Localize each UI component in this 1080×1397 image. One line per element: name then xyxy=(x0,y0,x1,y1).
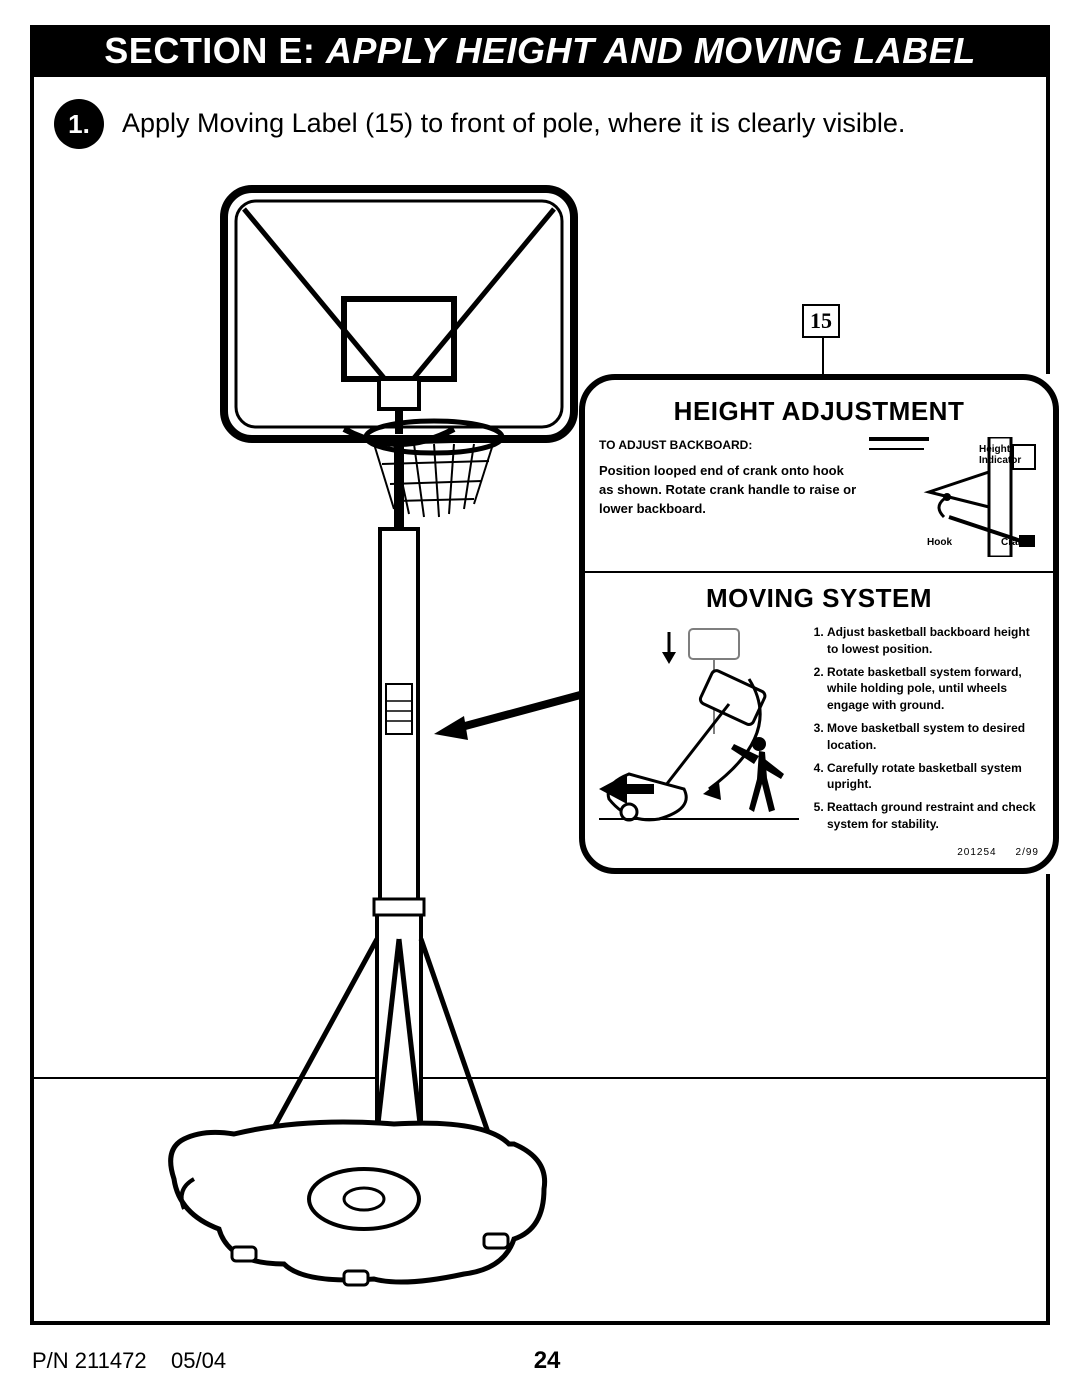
footer-part-number: P/N 211472 05/04 xyxy=(32,1348,226,1374)
section-header: SECTION E: APPLY HEIGHT AND MOVING LABEL xyxy=(30,25,1050,77)
moving-system-list: Adjust basketball backboard height to lo… xyxy=(809,624,1039,833)
moving-system-text: Adjust basketball backboard height to lo… xyxy=(809,624,1039,839)
moving-step-4: Carefully rotate basketball system uprig… xyxy=(827,760,1039,794)
moving-system-heading: MOVING SYSTEM xyxy=(599,583,1039,614)
page-frame: SECTION E: APPLY HEIGHT AND MOVING LABEL… xyxy=(30,25,1050,1325)
height-adjustment-text: TO ADJUST BACKBOARD: Position looped end… xyxy=(599,437,859,557)
height-adjustment-instructions: Position looped end of crank onto hook a… xyxy=(599,463,856,516)
label-divider xyxy=(585,571,1053,573)
height-adjustment-body: TO ADJUST BACKBOARD: Position looped end… xyxy=(599,437,1039,557)
height-adjustment-heading: HEIGHT ADJUSTMENT xyxy=(599,396,1039,427)
height-adjustment-lead: TO ADJUST BACKBOARD: xyxy=(599,437,859,454)
moving-system-diagram xyxy=(599,624,799,834)
step-row: 1. Apply Moving Label (15) to front of p… xyxy=(54,99,1026,149)
label-panel-frame: HEIGHT ADJUSTMENT TO ADJUST BACKBOARD: P… xyxy=(579,374,1059,874)
callout-leader-line xyxy=(822,338,824,374)
height-adjustment-diagram: Height Indicator Hook Crank xyxy=(869,437,1039,557)
label-footer: 201254 2/99 xyxy=(599,847,1039,858)
label-footer-date: 2/99 xyxy=(1016,847,1039,858)
moving-step-2: Rotate basketball system forward, while … xyxy=(827,664,1039,714)
page-footer: P/N 211472 05/04 24 xyxy=(32,1347,1048,1375)
step-text: Apply Moving Label (15) to front of pole… xyxy=(122,99,905,141)
moving-system-body: Adjust basketball backboard height to lo… xyxy=(599,624,1039,839)
annot-hook: Hook xyxy=(927,537,952,548)
footer-page-number: 24 xyxy=(226,1347,868,1375)
moving-step-1: Adjust basketball backboard height to lo… xyxy=(827,624,1039,658)
moving-step-5: Reattach ground restraint and check syst… xyxy=(827,799,1039,833)
annot-crank: Crank xyxy=(1001,537,1029,548)
annot-height-indicator: Height Indicator xyxy=(979,445,1039,466)
label-footer-code: 201254 xyxy=(957,847,996,858)
section-title: APPLY HEIGHT AND MOVING LABEL xyxy=(326,30,976,71)
moving-step-3: Move basketball system to desired locati… xyxy=(827,720,1039,754)
callout-arrow xyxy=(434,684,594,754)
label-panel: HEIGHT ADJUSTMENT TO ADJUST BACKBOARD: P… xyxy=(579,374,1059,874)
step-number-bullet: 1. xyxy=(54,99,104,149)
callout-number-box: 15 xyxy=(802,304,840,338)
section-prefix: SECTION E: xyxy=(104,30,315,71)
